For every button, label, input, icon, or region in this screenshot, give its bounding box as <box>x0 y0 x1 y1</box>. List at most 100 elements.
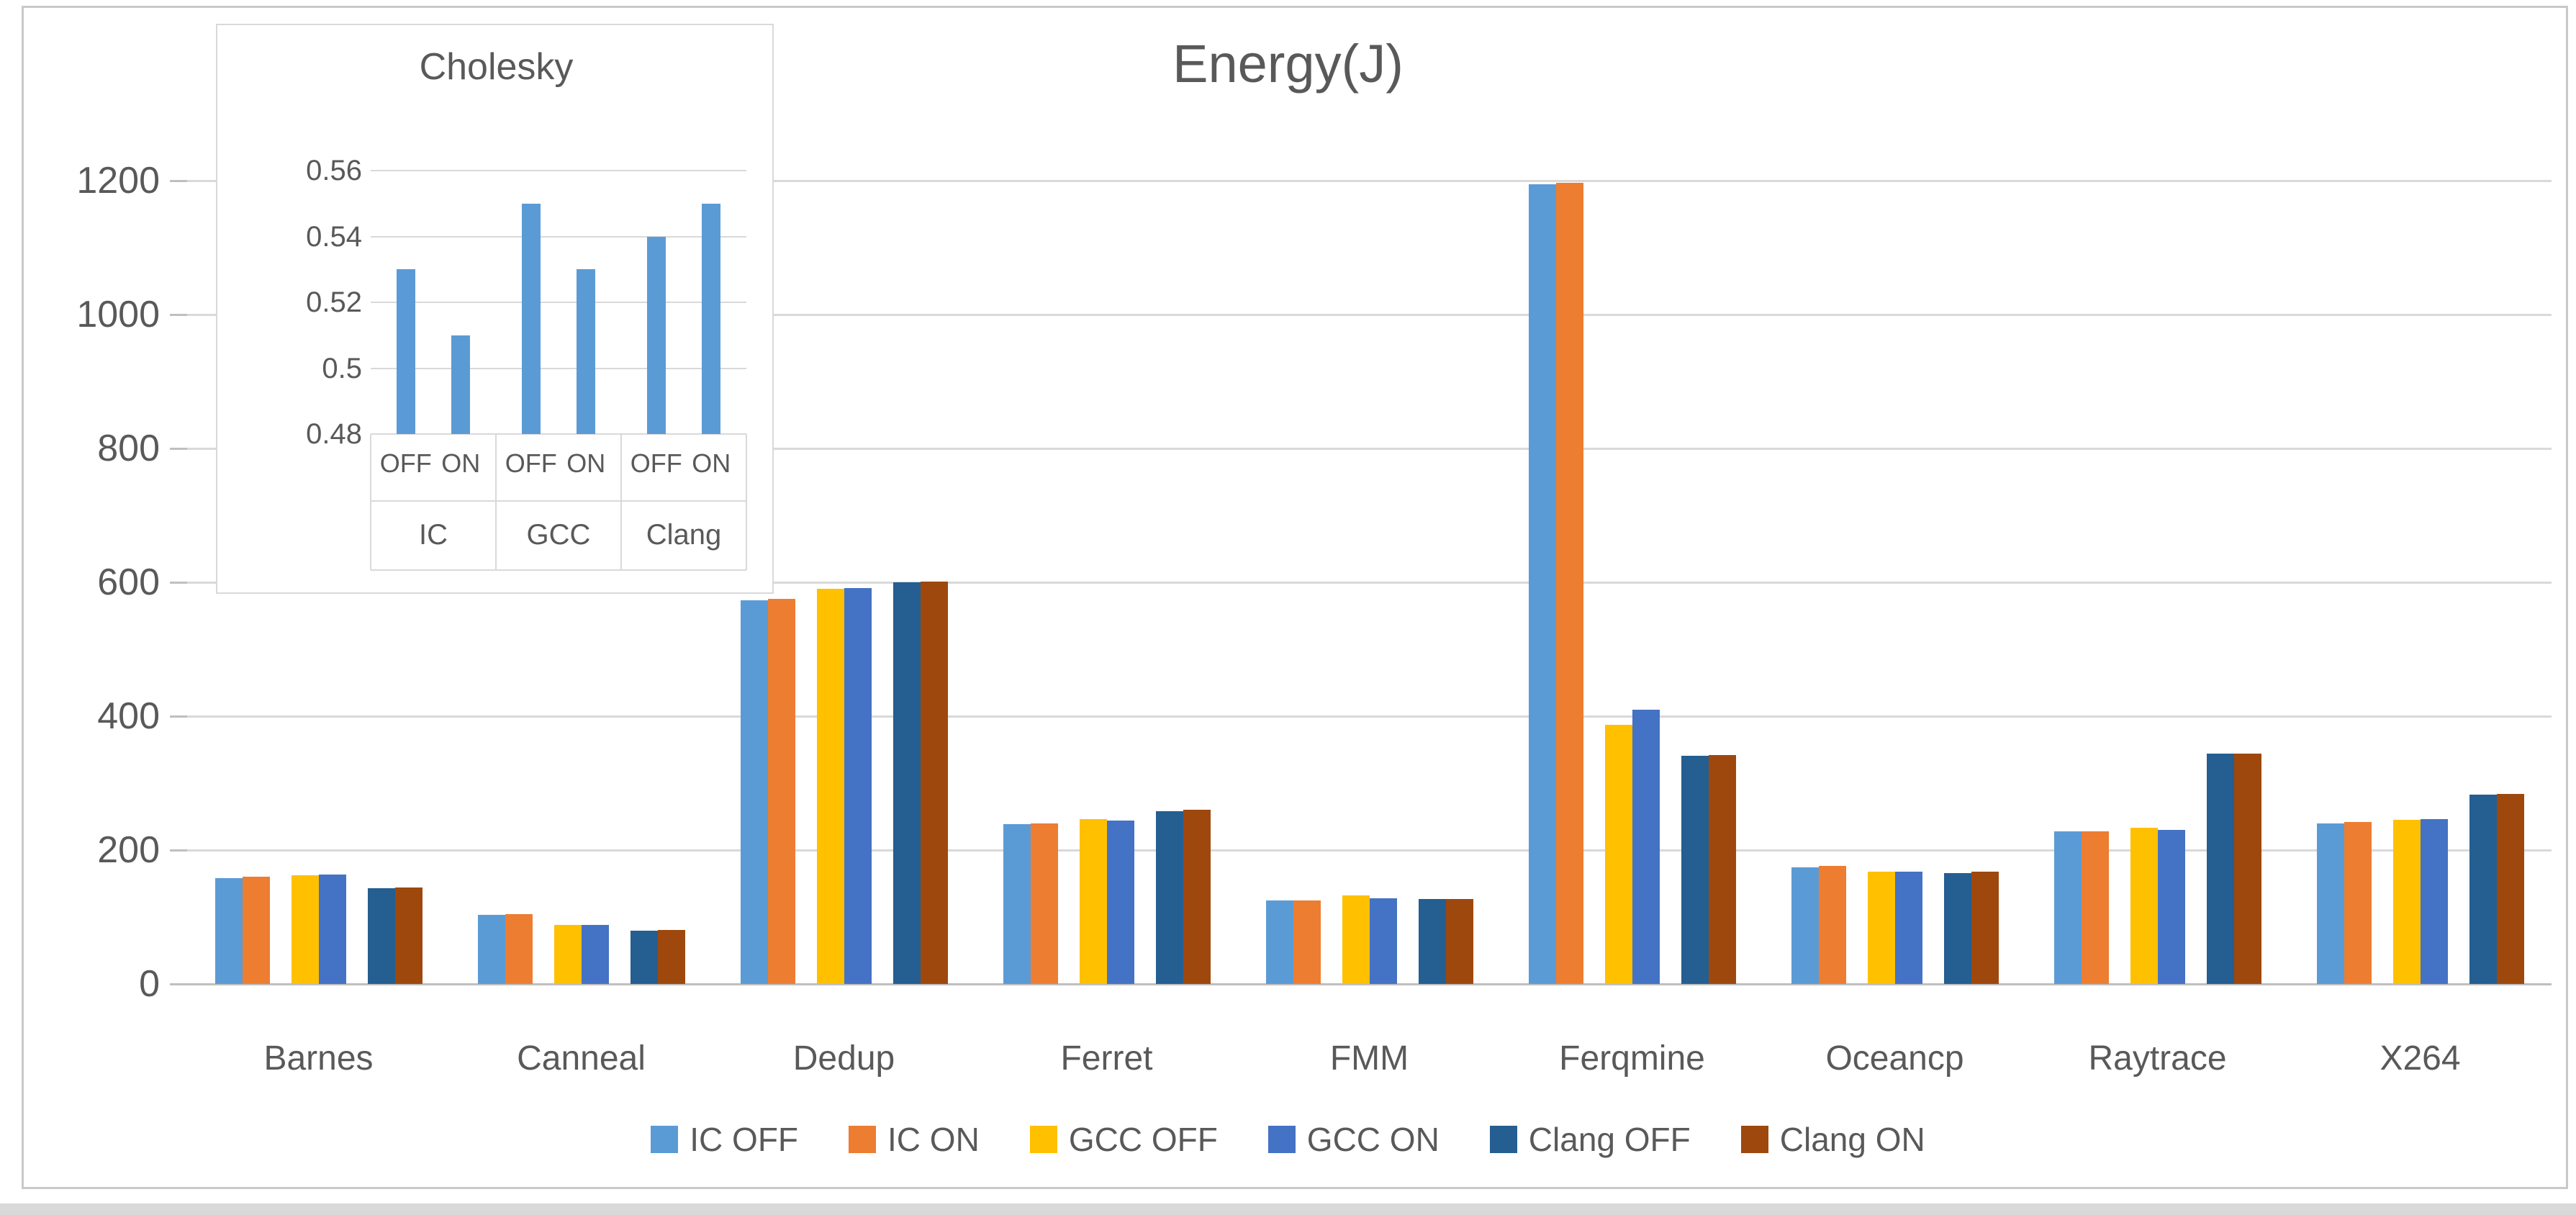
bar-Oceancp-IC OFF <box>1791 867 1819 984</box>
bar-FMM-GCC ON <box>1369 898 1397 984</box>
inset-table-vline-1 <box>495 434 497 570</box>
bar-Raytrace-GCC ON <box>2157 830 2185 984</box>
inset-label-IC-ON: ON <box>441 448 481 478</box>
bar-Barnes-GCC ON <box>318 875 346 984</box>
bar-Barnes-GCC OFF <box>291 875 319 984</box>
inset-table-hline-1 <box>371 569 746 571</box>
legend-item-Clang ON: Clang ON <box>1740 1120 1925 1159</box>
bar-Ferqmine-GCC OFF <box>1604 725 1632 984</box>
bottom-edge-strip <box>0 1203 2576 1215</box>
bar-Raytrace-GCC OFF <box>2130 828 2158 984</box>
gridline-200 <box>187 849 2552 852</box>
inset-table-vline-3 <box>746 434 747 570</box>
legend-label: Clang OFF <box>1528 1121 1691 1158</box>
category-label-X264: X264 <box>2380 1039 2461 1078</box>
category-label-Ferret: Ferret <box>1060 1039 1153 1078</box>
y-tick-400 <box>170 715 187 718</box>
bar-Ferret-IC OFF <box>1003 823 1031 984</box>
inset-label-Clang-ON: ON <box>692 448 731 478</box>
inset-table-hline-0 <box>371 500 746 502</box>
category-label-Ferqmine: Ferqmine <box>1559 1039 1705 1078</box>
inset-y-tick-label: 0.56 <box>306 155 362 186</box>
inset-gridline-0.56 <box>371 170 746 171</box>
bar-Dedup-IC OFF <box>740 600 768 984</box>
bar-Raytrace-Clang ON <box>2233 754 2261 984</box>
inset-bar-Clang OFF <box>646 236 666 434</box>
bar-Barnes-Clang ON <box>394 887 422 984</box>
bar-Ferqmine-IC OFF <box>1528 184 1556 984</box>
legend-swatch-icon <box>1489 1126 1517 1153</box>
bar-X264-IC ON <box>2344 821 2372 984</box>
legend-item-GCC OFF: GCC OFF <box>1029 1120 1218 1159</box>
legend-label: IC ON <box>887 1121 980 1158</box>
bar-Ferqmine-GCC ON <box>1632 709 1660 984</box>
gridline-600 <box>187 582 2552 584</box>
bar-Dedup-Clang ON <box>920 582 948 984</box>
x-axis-line <box>187 983 2552 985</box>
inset-bar-IC ON <box>451 335 471 434</box>
bar-Oceancp-GCC ON <box>1894 871 1922 984</box>
bar-Raytrace-IC ON <box>2081 831 2109 984</box>
bar-Canneal-IC ON <box>505 914 533 984</box>
bar-Oceancp-Clang OFF <box>1943 872 1971 984</box>
inset-gridline-0.52 <box>371 302 746 303</box>
bar-FMM-Clang ON <box>1445 898 1473 984</box>
chart-title: Energy(J) <box>1172 34 1404 94</box>
y-tick-label: 400 <box>97 695 160 737</box>
inset-chart: Cholesky 0.48 0.5 0.52 0.54 0.56 OFF ON IC OFF O… <box>216 24 774 594</box>
bar-Dedup-GCC OFF <box>816 589 844 984</box>
inset-title: Cholesky <box>419 46 574 88</box>
inset-y-tick-label: 0.52 <box>306 286 362 318</box>
legend-label: Clang ON <box>1779 1121 1925 1158</box>
inset-bar-GCC OFF <box>521 203 541 434</box>
bar-FMM-IC OFF <box>1265 900 1293 984</box>
legend-item-IC OFF: IC OFF <box>651 1120 798 1159</box>
category-label-Barnes: Barnes <box>263 1039 374 1078</box>
y-tick-1200 <box>170 180 187 182</box>
inset-y-tick-label: 0.54 <box>306 220 362 253</box>
bar-Barnes-IC OFF <box>214 878 243 984</box>
inset-table-vline-2 <box>620 434 622 570</box>
y-tick-label: 200 <box>97 829 160 871</box>
gridline-1200 <box>187 180 2552 182</box>
legend-swatch-icon <box>1267 1126 1296 1153</box>
y-tick-600 <box>170 582 187 584</box>
bar-X264-GCC OFF <box>2392 820 2421 984</box>
bar-Canneal-IC OFF <box>477 915 505 984</box>
bar-Oceancp-GCC OFF <box>1867 871 1895 984</box>
bar-Ferqmine-Clang OFF <box>1681 755 1709 984</box>
bar-Raytrace-IC OFF <box>2053 831 2082 984</box>
y-tick-label: 1000 <box>76 294 160 335</box>
legend-item-IC ON: IC ON <box>849 1120 980 1159</box>
legend-item-Clang OFF: Clang OFF <box>1489 1120 1691 1159</box>
bar-Dedup-GCC ON <box>844 588 872 984</box>
category-label-Raytrace: Raytrace <box>2088 1039 2227 1078</box>
inset-group-label-GCC: GCC <box>526 519 591 551</box>
inset-bar-Clang ON <box>702 203 721 434</box>
y-tick-label: 1200 <box>76 160 160 202</box>
bar-Raytrace-Clang OFF <box>2206 754 2234 984</box>
bar-Ferqmine-IC ON <box>1555 182 1583 984</box>
y-tick-0 <box>170 983 187 985</box>
inset-table-vline-0 <box>370 434 371 570</box>
bar-FMM-GCC OFF <box>1342 895 1370 984</box>
inset-y-tick-label: 0.5 <box>322 352 362 384</box>
bar-Ferqmine-Clang ON <box>1708 754 1736 984</box>
inset-label-GCC-ON: ON <box>566 448 606 478</box>
legend: IC OFF IC ON GCC OFF GCC ON Clang OFF Clang O… <box>0 1120 2576 1159</box>
legend-swatch-icon <box>1740 1126 1768 1153</box>
bar-Dedup-IC ON <box>767 599 795 984</box>
inset-y-tick-label: 0.48 <box>306 418 362 450</box>
inset-bar-GCC ON <box>577 269 596 434</box>
legend-item-GCC ON: GCC ON <box>1267 1120 1440 1159</box>
y-tick-200 <box>170 849 187 852</box>
category-label-FMM: FMM <box>1329 1039 1409 1078</box>
inset-gridline-0.54 <box>371 235 746 238</box>
inset-label-GCC-OFF: OFF <box>505 448 557 478</box>
y-tick-1000 <box>170 314 187 316</box>
inset-label-Clang-OFF: OFF <box>630 448 682 478</box>
legend-swatch-icon <box>1029 1126 1057 1153</box>
category-label-Canneal: Canneal <box>517 1039 646 1078</box>
bar-Dedup-Clang OFF <box>892 582 921 984</box>
